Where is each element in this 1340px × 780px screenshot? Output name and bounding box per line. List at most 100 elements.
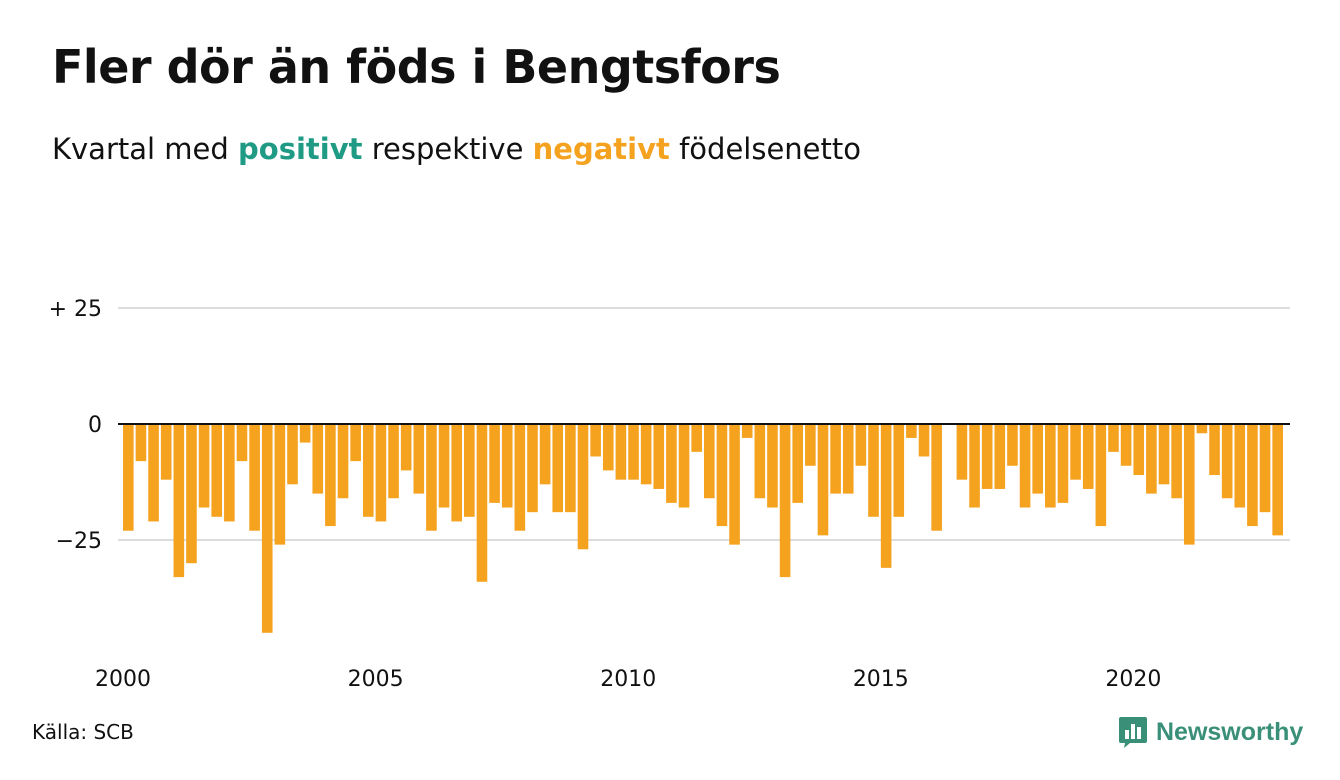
bar-2002-q4 xyxy=(261,424,273,633)
bar-2000-q4 xyxy=(160,424,172,480)
bar-2009-q3 xyxy=(602,424,614,471)
bar-2006-q1 xyxy=(426,424,437,531)
bar-2005-q1 xyxy=(375,424,387,522)
bar-2014-q4 xyxy=(868,424,879,517)
legend-positive: positivt xyxy=(238,132,363,166)
bar-2018-q4 xyxy=(1070,424,1081,480)
bar-2015-q2 xyxy=(893,424,905,517)
bar-2001-q1 xyxy=(173,424,185,578)
bar-2000-q2 xyxy=(135,424,147,462)
gridlines xyxy=(118,307,1290,541)
bar-2016-q3 xyxy=(956,424,968,480)
x-tick-label: 2015 xyxy=(853,667,909,692)
bar-2007-q2 xyxy=(489,424,500,503)
bar-2021-q2 xyxy=(1196,424,1208,434)
bar-2021-q1 xyxy=(1183,424,1195,545)
bar-2021-q4 xyxy=(1221,424,1233,499)
bar-2018-q3 xyxy=(1057,424,1069,503)
bar-2022-q4 xyxy=(1272,424,1283,536)
bar-2014-q2 xyxy=(842,424,854,494)
subtitle-prefix: Kvartal med xyxy=(52,132,229,166)
bar-2006-q3 xyxy=(451,424,462,522)
bar-2022-q1 xyxy=(1234,424,1246,508)
bar-2006-q2 xyxy=(438,424,450,508)
bar-2010-q4 xyxy=(666,424,677,503)
bar-2015-q1 xyxy=(880,424,892,568)
bar-2019-q2 xyxy=(1095,424,1107,527)
x-tick-label: 2020 xyxy=(1105,667,1161,692)
bar-2001-q2 xyxy=(186,424,197,564)
bar-2013-q3 xyxy=(805,424,816,466)
x-tick-label: 2005 xyxy=(348,667,404,692)
bar-2018-q2 xyxy=(1045,424,1056,508)
bar-2015-q4 xyxy=(918,424,930,457)
bar-2001-q4 xyxy=(211,424,223,517)
bar-2008-q1 xyxy=(527,424,538,513)
bar-2002-q2 xyxy=(236,424,248,462)
y-tick-label: + 25 xyxy=(49,297,102,322)
bar-2017-q4 xyxy=(1019,424,1031,508)
bar-2004-q2 xyxy=(337,424,349,499)
bar-2017-q3 xyxy=(1007,424,1018,466)
bar-2003-q2 xyxy=(287,424,298,485)
bar-2020-q3 xyxy=(1158,424,1170,485)
x-tick-label: 2010 xyxy=(600,667,656,692)
bar-2004-q3 xyxy=(350,424,361,462)
bar-2013-q1 xyxy=(779,424,791,578)
chart-bubble-icon xyxy=(1119,717,1147,748)
bar-2009-q1 xyxy=(577,424,589,550)
bar-2012-q1 xyxy=(729,424,740,545)
bar-2000-q1 xyxy=(123,424,134,531)
bar-2020-q4 xyxy=(1171,424,1182,499)
bar-2005-q4 xyxy=(413,424,425,494)
bar-2010-q3 xyxy=(653,424,665,489)
bar-2003-q4 xyxy=(312,424,324,494)
newsworthy-logo: Newsworthy xyxy=(1118,714,1303,750)
bar-2012-q4 xyxy=(767,424,778,508)
bar-2019-q3 xyxy=(1108,424,1119,452)
bar-2004-q4 xyxy=(362,424,374,517)
bar-2021-q3 xyxy=(1209,424,1220,476)
brand-name: Newsworthy xyxy=(1156,717,1304,746)
chart-title: Fler dör än föds i Bengtsfors xyxy=(52,40,781,94)
bar-2022-q3 xyxy=(1259,424,1271,513)
bar-2011-q3 xyxy=(704,424,715,499)
y-tick-label: −25 xyxy=(56,529,102,554)
bar-2003-q3 xyxy=(299,424,311,443)
bar-2014-q3 xyxy=(855,424,867,466)
bar-2008-q2 xyxy=(539,424,551,485)
bars xyxy=(123,424,1283,633)
bar-2007-q3 xyxy=(501,424,513,508)
bar-2015-q3 xyxy=(906,424,917,438)
bar-2004-q1 xyxy=(325,424,336,527)
bar-2016-q1 xyxy=(931,424,942,531)
bar-2002-q3 xyxy=(249,424,260,531)
bar-2018-q1 xyxy=(1032,424,1043,494)
source-note: Källa: SCB xyxy=(32,720,134,744)
bar-2019-q1 xyxy=(1082,424,1094,489)
bar-2017-q1 xyxy=(981,424,993,489)
bar-2017-q2 xyxy=(994,424,1006,489)
bar-2012-q2 xyxy=(741,424,753,438)
x-tick-label: 2000 xyxy=(95,667,151,692)
bar-2011-q2 xyxy=(691,424,702,452)
bar-2010-q2 xyxy=(640,424,652,485)
bar-2000-q3 xyxy=(148,424,159,522)
bar-2011-q1 xyxy=(678,424,690,508)
bar-2016-q4 xyxy=(969,424,980,508)
bar-2020-q2 xyxy=(1146,424,1157,494)
bar-2014-q1 xyxy=(830,424,841,494)
bar-2001-q3 xyxy=(198,424,210,508)
bar-2008-q4 xyxy=(565,424,576,513)
bar-2008-q3 xyxy=(552,424,564,513)
bar-2006-q4 xyxy=(464,424,475,517)
bar-2020-q1 xyxy=(1133,424,1145,476)
bar-2005-q3 xyxy=(400,424,412,471)
bar-2009-q4 xyxy=(615,424,627,480)
x-tick-labels: 2000 2005 2010 2015 2020 xyxy=(95,667,1161,692)
bar-chart: + 25 0 −25 2000 2005 2010 2015 2020 xyxy=(49,297,1290,692)
bar-2019-q4 xyxy=(1120,424,1132,466)
bar-2007-q4 xyxy=(514,424,526,531)
subtitle-suffix: födelsenetto xyxy=(679,132,861,166)
bar-2011-q4 xyxy=(716,424,728,527)
